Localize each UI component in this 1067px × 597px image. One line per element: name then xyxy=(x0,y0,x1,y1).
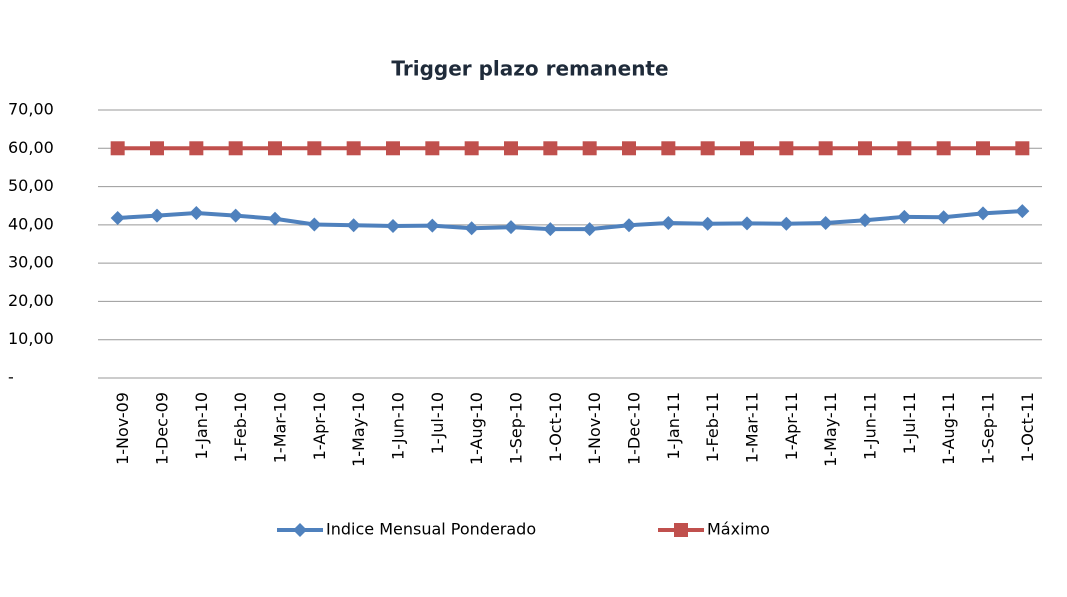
x-tick-label: 1-Jul-11 xyxy=(900,392,919,454)
x-tick-label: 1-Jan-11 xyxy=(664,392,683,460)
x-tick-label: 1-Jul-10 xyxy=(428,392,447,454)
marker xyxy=(346,218,361,233)
x-tick-label: 1-Mar-10 xyxy=(271,392,290,463)
y-tick-label: - xyxy=(8,368,14,387)
x-tick-label: 1-Feb-10 xyxy=(231,392,250,462)
marker xyxy=(189,205,204,220)
marker xyxy=(386,141,400,156)
y-tick-label: 10,00 xyxy=(8,329,54,348)
marker xyxy=(307,217,322,232)
x-tick-label: 1-May-11 xyxy=(821,392,840,467)
x-tick-label: 1-Nov-09 xyxy=(113,392,132,465)
x-tick-label: 1-Apr-10 xyxy=(310,392,329,460)
marker xyxy=(464,221,479,236)
marker xyxy=(150,208,164,223)
x-tick-label: 1-Jun-10 xyxy=(389,392,408,460)
marker xyxy=(268,211,282,226)
marker xyxy=(110,141,125,156)
x-tick-label: 1-Jun-11 xyxy=(861,392,880,460)
x-tick-label: 1-Oct-11 xyxy=(1018,392,1037,462)
marker xyxy=(818,215,833,230)
x-tick-label: 1-Oct-10 xyxy=(546,392,565,462)
marker xyxy=(386,219,400,234)
marker xyxy=(897,209,912,224)
x-tick-label: 1-Dec-09 xyxy=(153,392,172,465)
marker xyxy=(543,222,558,237)
marker xyxy=(740,141,754,156)
x-tick-label: 1-Jan-10 xyxy=(192,392,211,460)
chart-title: Trigger plazo remanente xyxy=(391,57,668,81)
y-tick-label: 30,00 xyxy=(8,253,54,272)
legend-label: Indice Mensual Ponderado xyxy=(326,520,536,539)
marker xyxy=(189,141,204,156)
x-tick-label: 1-Mar-11 xyxy=(743,392,762,463)
marker xyxy=(622,141,636,156)
marker xyxy=(228,141,243,156)
marker xyxy=(110,210,125,225)
legend-label: Máximo xyxy=(707,520,770,539)
marker xyxy=(936,141,951,156)
x-tick-label: 1-Apr-11 xyxy=(782,392,801,460)
marker xyxy=(150,141,164,156)
marker xyxy=(582,222,597,237)
marker xyxy=(700,216,715,231)
marker xyxy=(268,141,282,156)
x-tick-label: 1-Feb-11 xyxy=(703,392,722,462)
marker xyxy=(858,141,872,156)
marker xyxy=(976,206,990,221)
series-line xyxy=(117,209,1023,232)
x-tick-label: 1-Dec-10 xyxy=(625,392,644,465)
legend-marker xyxy=(674,523,688,537)
marker xyxy=(425,218,440,233)
marker xyxy=(464,141,479,156)
y-tick-label: 20,00 xyxy=(8,291,54,310)
y-tick-label: 40,00 xyxy=(8,214,54,233)
marker xyxy=(504,141,518,156)
marker xyxy=(976,141,990,156)
marker xyxy=(425,141,440,156)
marker xyxy=(1015,204,1030,219)
x-tick-label: 1-Aug-10 xyxy=(467,392,486,465)
x-tick-label: 1-Sep-11 xyxy=(979,392,998,464)
marker xyxy=(779,216,794,231)
marker xyxy=(307,141,322,156)
marker xyxy=(228,208,243,223)
marker xyxy=(936,210,951,225)
y-tick-label: 70,00 xyxy=(8,100,54,119)
marker xyxy=(1015,141,1030,156)
x-tick-label: 1-May-10 xyxy=(349,392,368,467)
marker xyxy=(858,213,872,228)
marker xyxy=(661,141,676,156)
marker xyxy=(700,141,715,156)
marker xyxy=(897,141,912,156)
marker xyxy=(779,141,794,156)
marker xyxy=(740,216,754,231)
marker xyxy=(346,141,361,156)
x-tick-label: 1-Sep-10 xyxy=(507,392,526,464)
legend-marker xyxy=(293,523,307,537)
marker xyxy=(543,141,558,156)
marker xyxy=(661,215,676,230)
y-tick-label: 60,00 xyxy=(8,138,54,157)
x-tick-label: 1-Aug-11 xyxy=(939,392,958,465)
marker xyxy=(582,141,597,156)
x-tick-label: 1-Nov-10 xyxy=(585,392,604,465)
y-tick-label: 50,00 xyxy=(8,176,54,195)
marker xyxy=(622,218,636,233)
marker xyxy=(818,141,833,156)
marker xyxy=(504,220,518,235)
